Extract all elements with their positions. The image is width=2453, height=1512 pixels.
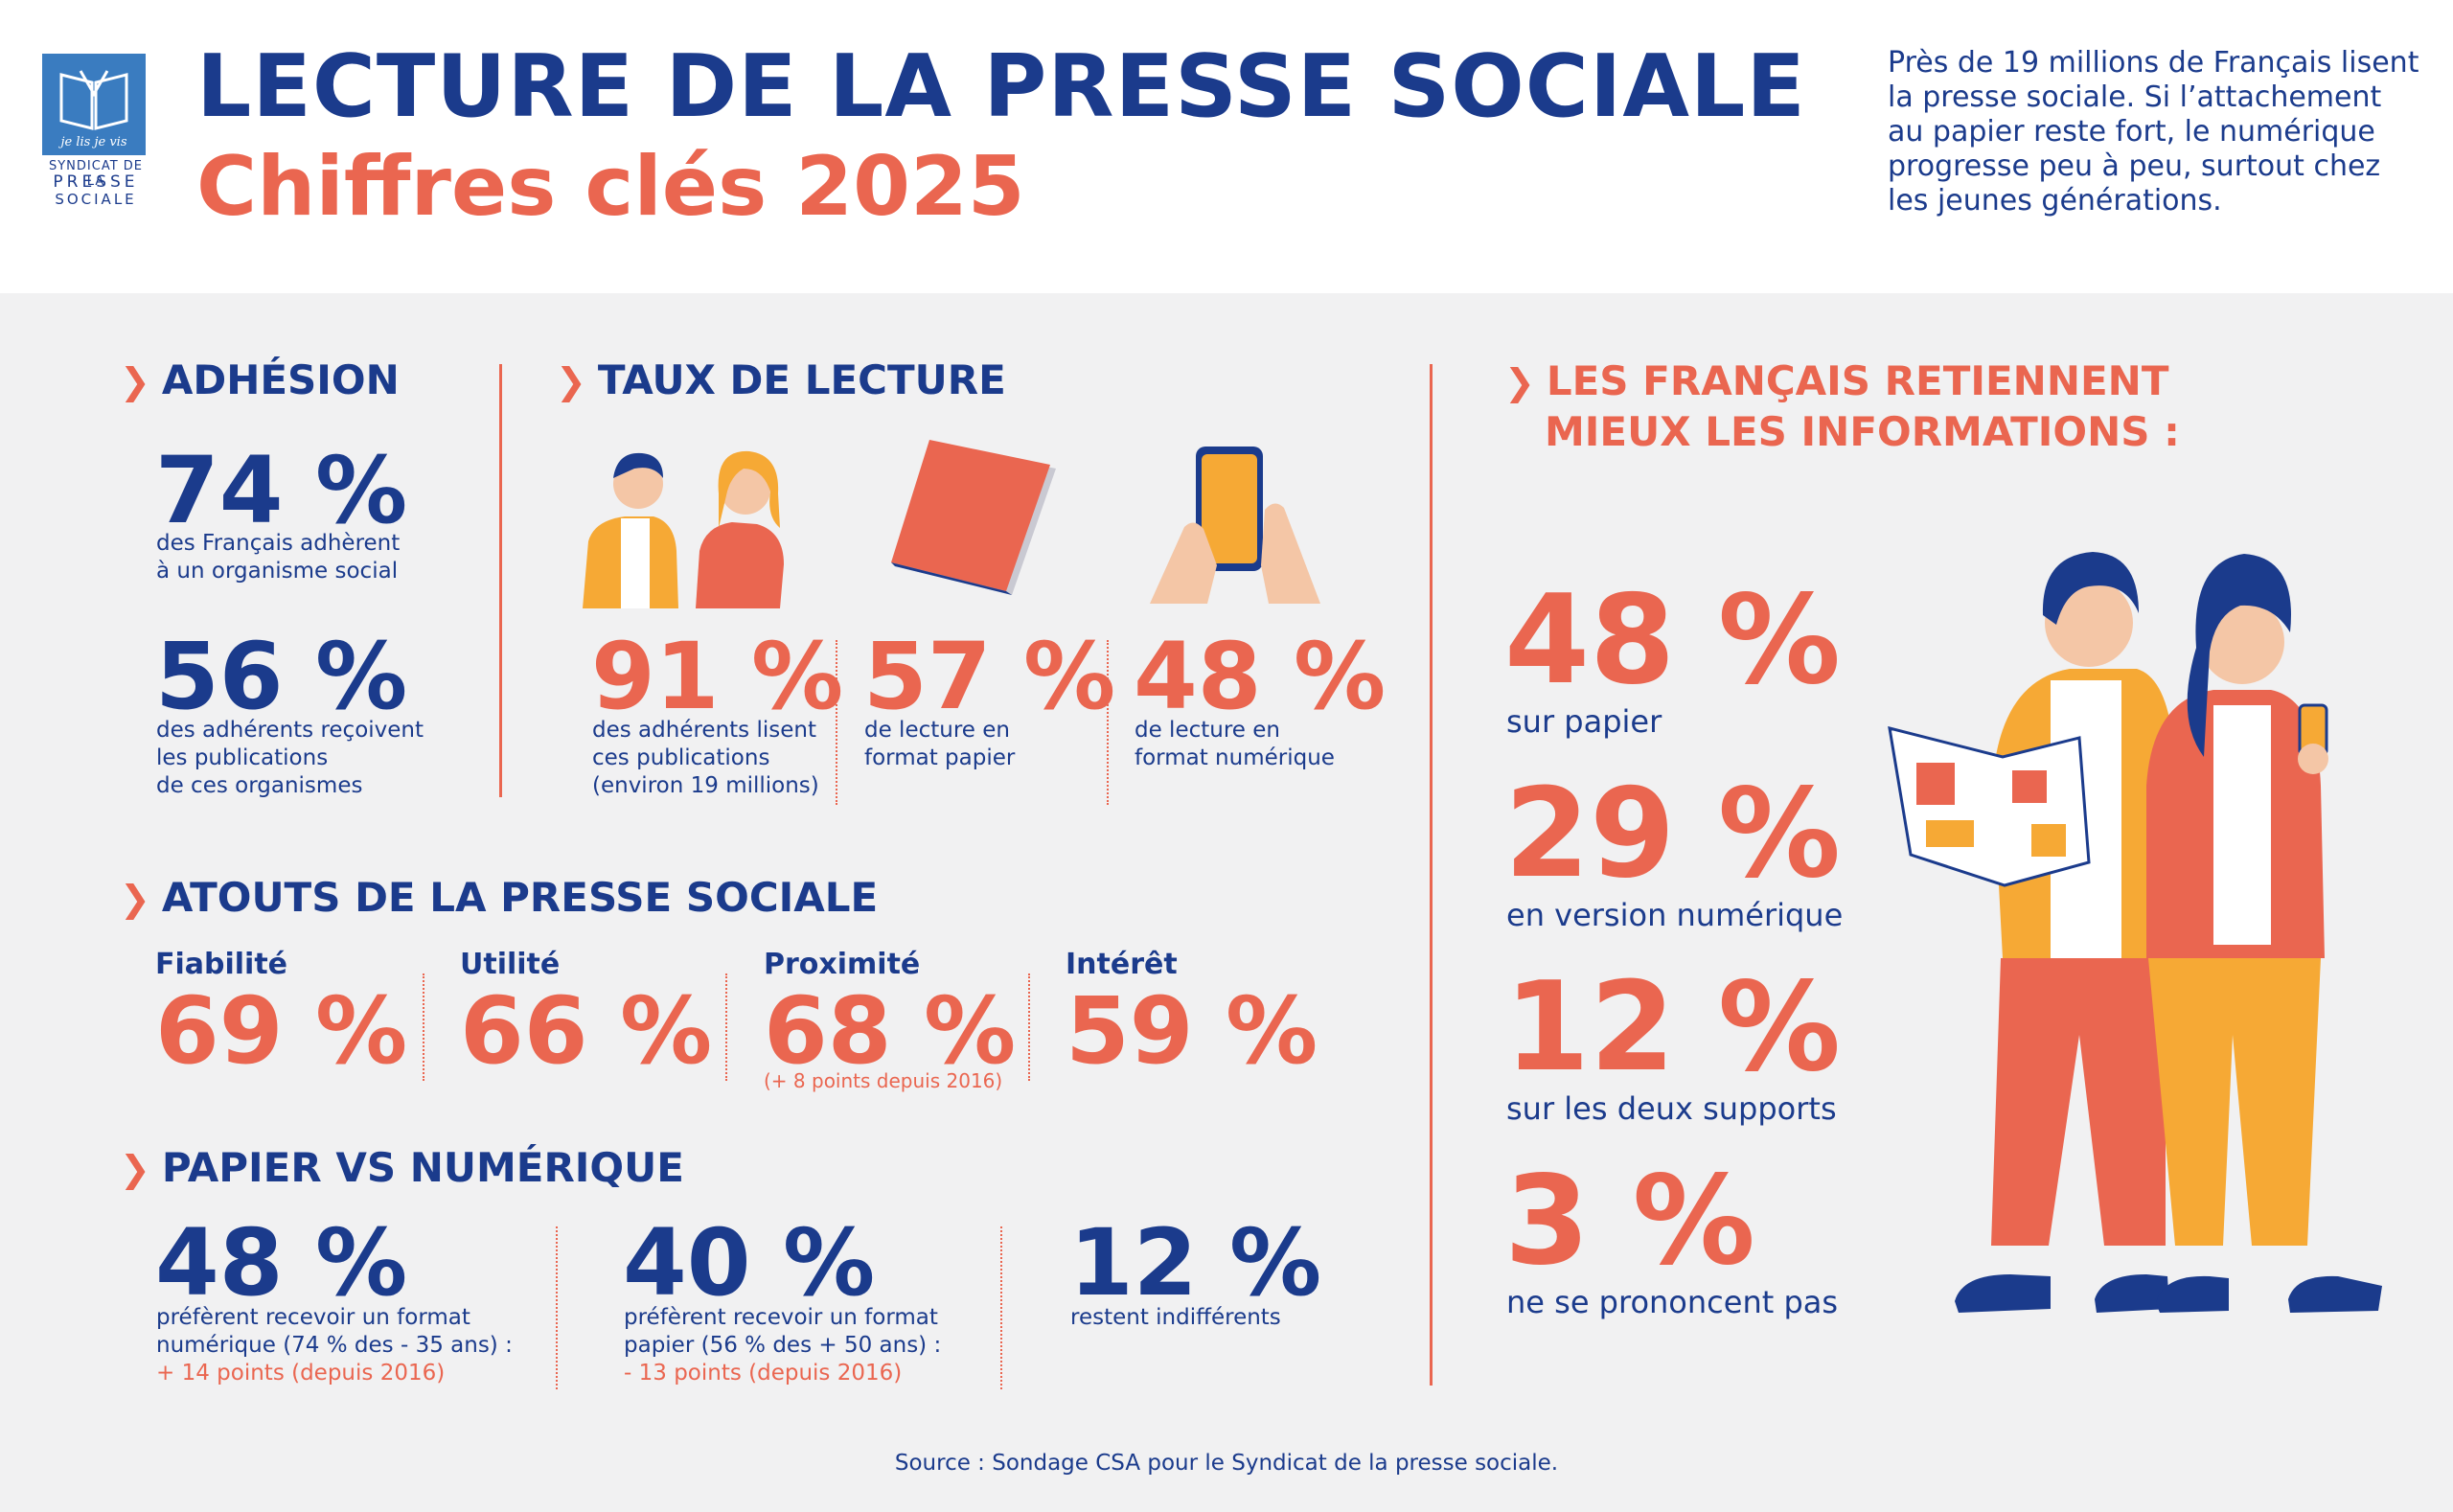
divider — [836, 640, 837, 805]
section-adhesion-title: ❯ ADHÉSION — [120, 356, 400, 403]
logo-line-1: SYNDICAT DE LA — [48, 159, 144, 189]
chevron-right-icon: ❯ — [120, 878, 150, 920]
section-papier-title: ❯ PAPIER VS NUMÉRIQUE — [120, 1144, 684, 1191]
svg-text:je lis je vis: je lis je vis — [57, 135, 126, 149]
papier-stat-2-desc: préfèrent recevoir un format papier (56 %… — [624, 1305, 942, 1386]
adhesion-stat-1-desc: des Français adhèrent à un organisme soci… — [156, 531, 401, 584]
chevron-right-icon: ❯ — [120, 1148, 150, 1190]
magazine-illustration — [891, 440, 1056, 595]
retention-stat-4-value: 3 % — [1504, 1150, 1755, 1293]
retention-stat-2-value: 29 % — [1504, 763, 1841, 905]
people-talking-illustration — [583, 450, 784, 608]
papier-stat-3-value: 12 % — [1069, 1209, 1322, 1317]
retention-stat-3-value: 12 % — [1504, 956, 1841, 1099]
papier-stat-1-desc: préfèrent recevoir un format numérique (7… — [156, 1305, 513, 1386]
atout-4-label: Intérêt — [1066, 948, 1178, 981]
smartphone-illustration — [1150, 447, 1320, 604]
divider — [1430, 364, 1433, 1386]
taux-stat-3-value: 48 % — [1134, 623, 1387, 730]
divider — [499, 364, 502, 797]
chevron-right-icon: ❯ — [120, 360, 150, 402]
adhesion-stat-2-desc: des adhérents reçoivent les publications d… — [156, 718, 424, 798]
atout-1-label: Fiabilité — [155, 948, 288, 981]
header: je lis je vis SYNDICAT DE LA PRESSE SOCI… — [0, 0, 2453, 293]
adhesion-stat-2-value: 56 % — [155, 623, 408, 730]
taux-stat-1-value: 91 % — [591, 623, 844, 730]
retention-stat-3-desc: sur les deux supports — [1506, 1090, 1837, 1127]
atout-2-label: Utilité — [460, 948, 561, 981]
divider — [556, 1226, 558, 1389]
source-note: Source : Sondage CSA pour le Syndicat de… — [894, 1451, 1559, 1476]
intro-text: Près de 19 millions de Français lisent l… — [1888, 46, 2419, 218]
readers-illustration — [1888, 552, 2382, 1313]
retention-stat-4-desc: ne se prononcent pas — [1506, 1284, 1839, 1320]
section-retention-title: ❯ LES FRANÇAIS RETIENNENT MIEUX LES INFOR… — [1504, 357, 2180, 455]
chevron-right-icon: ❯ — [1504, 361, 1535, 403]
atout-4-value: 59 % — [1066, 977, 1318, 1085]
chevron-right-icon: ❯ — [556, 360, 586, 402]
divider — [1107, 640, 1109, 805]
retention-stat-1-value: 48 % — [1504, 569, 1841, 712]
logo-line-2: PRESSE — [53, 172, 139, 192]
logo-line-3: SOCIALE — [55, 191, 137, 208]
atout-3-note: (+ 8 points depuis 2016) — [764, 1069, 1003, 1092]
retention-stat-1-desc: sur papier — [1506, 703, 1662, 740]
taux-stat-2-desc: de lecture en format papier — [864, 718, 1016, 770]
papier-stat-3-desc: restent indifférents — [1070, 1305, 1281, 1330]
divider — [1028, 974, 1030, 1081]
papier-stat-2-value: 40 % — [623, 1209, 876, 1317]
taux-stat-3-desc: de lecture en format numérique — [1135, 718, 1335, 770]
section-taux-title: ❯ TAUX DE LECTURE — [556, 356, 1006, 403]
atout-3-label: Proximité — [764, 948, 921, 981]
atout-3-value: 68 % — [764, 977, 1017, 1085]
divider — [725, 974, 727, 1081]
papier-stat-1-value: 48 % — [155, 1209, 408, 1317]
open-book-icon: je lis je vis — [42, 54, 146, 155]
section-atouts-title: ❯ ATOUTS DE LA PRESSE SOCIALE — [120, 874, 879, 921]
logo: je lis je vis — [42, 54, 146, 155]
divider — [423, 974, 424, 1081]
adhesion-stat-1-value: 74 % — [155, 437, 408, 544]
page-title: LECTURE DE LA PRESSE SOCIALE — [196, 36, 1806, 137]
atout-2-value: 66 % — [460, 977, 713, 1085]
taux-stat-2-value: 57 % — [863, 623, 1116, 730]
taux-stat-1-desc: des adhérents lisent ces publications (env… — [592, 718, 819, 798]
page-subtitle: Chiffres clés 2025 — [196, 139, 1025, 235]
retention-stat-2-desc: en version numérique — [1506, 897, 1844, 933]
divider — [1000, 1226, 1002, 1389]
atout-1-value: 69 % — [155, 977, 408, 1085]
